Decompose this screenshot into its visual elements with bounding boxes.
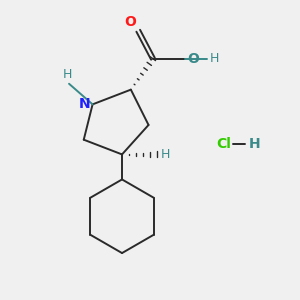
- Text: N: N: [79, 98, 90, 111]
- Text: Cl: Cl: [216, 137, 231, 151]
- Text: O: O: [187, 52, 199, 66]
- Text: H: H: [161, 148, 170, 161]
- Text: H: H: [63, 68, 72, 81]
- Text: H: H: [210, 52, 219, 65]
- Text: O: O: [124, 15, 136, 29]
- Text: H: H: [249, 137, 260, 151]
